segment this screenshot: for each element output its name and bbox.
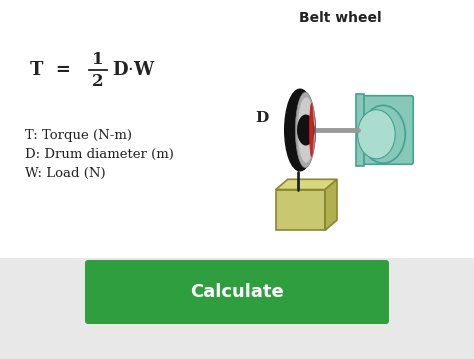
Text: D$\cdot$W: D$\cdot$W (112, 61, 155, 79)
FancyBboxPatch shape (363, 96, 413, 164)
Text: Belt wheel: Belt wheel (299, 11, 381, 25)
Ellipse shape (285, 89, 315, 171)
Text: 2: 2 (92, 74, 104, 90)
Text: T: Torque (N-m): T: Torque (N-m) (25, 129, 132, 141)
FancyBboxPatch shape (0, 258, 474, 359)
FancyBboxPatch shape (85, 260, 389, 324)
Text: Calculate: Calculate (190, 283, 284, 301)
FancyBboxPatch shape (276, 190, 325, 230)
Text: 1: 1 (92, 51, 104, 67)
Ellipse shape (297, 115, 315, 145)
Text: W: Load (N): W: Load (N) (25, 167, 106, 180)
Text: T  =: T = (30, 61, 71, 79)
Ellipse shape (357, 110, 395, 159)
Text: D: Drum diameter (m): D: Drum diameter (m) (25, 148, 174, 160)
Ellipse shape (298, 97, 315, 163)
Ellipse shape (361, 105, 405, 163)
Polygon shape (276, 179, 337, 190)
Ellipse shape (310, 103, 313, 157)
Text: D: D (255, 111, 268, 125)
FancyBboxPatch shape (356, 94, 365, 166)
Polygon shape (325, 179, 337, 230)
Ellipse shape (295, 92, 315, 168)
